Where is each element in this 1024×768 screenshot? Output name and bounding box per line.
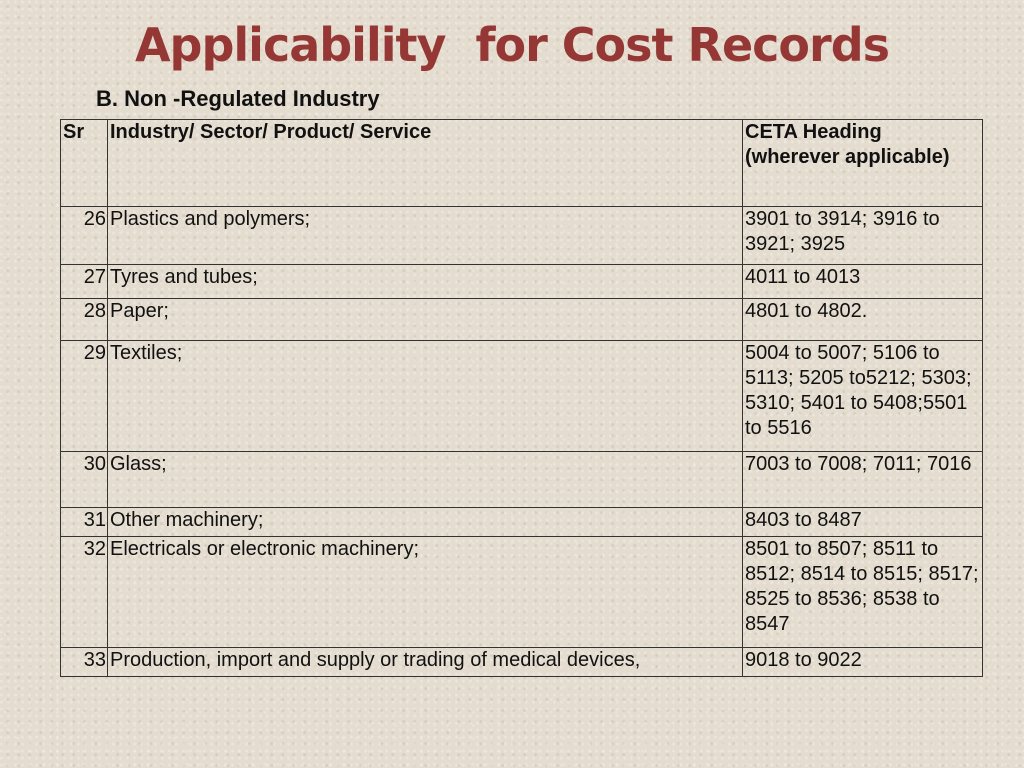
table-row: 30 Glass; 7003 to 7008; 7011; 7016 [60, 451, 983, 508]
row-industry: Tyres and tubes; [107, 264, 743, 299]
row-ceta: 7003 to 7008; 7011; 7016 [742, 451, 983, 508]
table-row: 31 Other machinery; 8403 to 8487 [60, 507, 983, 537]
industry-table: Sr Industry/ Sector/ Product/ Service CE… [60, 119, 983, 677]
slide-title: Applicability for Cost Records [134, 18, 890, 72]
row-sr: 27 [60, 264, 108, 299]
row-industry: Paper; [107, 298, 743, 341]
row-industry: Plastics and polymers; [107, 206, 743, 265]
row-ceta: 8403 to 8487 [742, 507, 983, 537]
row-sr: 29 [60, 340, 108, 452]
row-sr: 32 [60, 536, 108, 648]
row-sr: 28 [60, 298, 108, 341]
row-industry: Glass; [107, 451, 743, 508]
row-sr: 30 [60, 451, 108, 508]
table-row: 27 Tyres and tubes; 4011 to 4013 [60, 264, 983, 299]
row-ceta: 8501 to 8507; 8511 to 8512; 8514 to 8515… [742, 536, 983, 648]
table-row: 32 Electricals or electronic machinery; … [60, 536, 983, 648]
row-sr: 31 [60, 507, 108, 537]
row-sr: 33 [60, 647, 108, 677]
row-industry: Other machinery; [107, 507, 743, 537]
row-industry: Production, import and supply or trading… [107, 647, 743, 677]
header-industry: Industry/ Sector/ Product/ Service [107, 119, 743, 207]
table-row: 28 Paper; 4801 to 4802. [60, 298, 983, 341]
header-ceta: CETA Heading (wherever applicable) [742, 119, 983, 207]
table-row: 29 Textiles; 5004 to 5007; 5106 to 5113;… [60, 340, 983, 452]
table-row: 26 Plastics and polymers; 3901 to 3914; … [60, 206, 983, 265]
row-industry: Textiles; [107, 340, 743, 452]
table-row: 33 Production, import and supply or trad… [60, 647, 983, 677]
table-header-row: Sr Industry/ Sector/ Product/ Service CE… [60, 119, 983, 207]
header-sr: Sr [60, 119, 108, 207]
row-ceta: 9018 to 9022 [742, 647, 983, 677]
row-ceta: 5004 to 5007; 5106 to 5113; 5205 to5212;… [742, 340, 983, 452]
row-industry: Electricals or electronic machinery; [107, 536, 743, 648]
row-ceta: 3901 to 3914; 3916 to 3921; 3925 [742, 206, 983, 265]
row-sr: 26 [60, 206, 108, 265]
row-ceta: 4011 to 4013 [742, 264, 983, 299]
row-ceta: 4801 to 4802. [742, 298, 983, 341]
slide-subtitle: B. Non -Regulated Industry [96, 86, 380, 111]
